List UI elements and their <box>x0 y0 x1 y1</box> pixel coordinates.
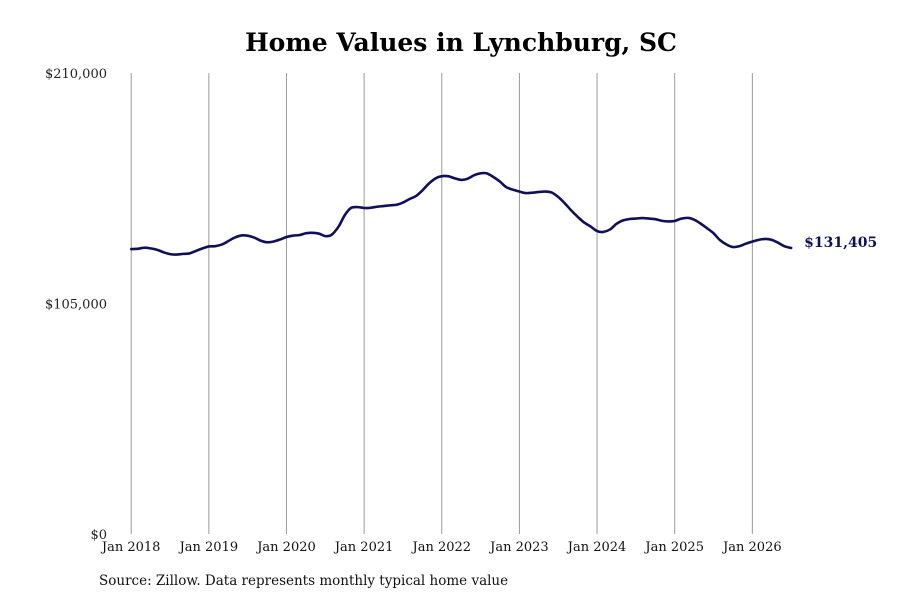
x-tick-label: Jan 2023 <box>488 540 549 555</box>
x-tick-label: Jan 2019 <box>178 540 239 555</box>
source-note: Source: Zillow. Data represents monthly … <box>99 573 509 589</box>
x-axis-ticks: Jan 2018 Jan 2019 Jan 2020 Jan 2021 Jan 2022… <box>100 540 782 555</box>
x-tick-label: Jan 2024 <box>566 540 627 555</box>
end-value-label: $131,405 <box>804 235 877 251</box>
y-tick-label: $210,000 <box>45 67 107 82</box>
vertical-gridlines <box>130 73 753 534</box>
x-tick-label: Jan 2020 <box>255 540 316 555</box>
y-axis-ticks: $0 $105,000 $210,000 <box>45 67 107 543</box>
x-tick-label: Jan 2018 <box>100 540 161 555</box>
series-line-home-value <box>129 171 793 256</box>
x-tick-label: Jan 2021 <box>333 540 394 555</box>
y-tick-label: $0 <box>90 528 107 543</box>
chart-title: Home Values in Lynchburg, SC <box>245 28 677 57</box>
x-tick-label: Jan 2026 <box>721 540 782 555</box>
x-tick-label: Jan 2025 <box>643 540 704 555</box>
x-tick-label: Jan 2022 <box>410 540 471 555</box>
y-tick-label: $105,000 <box>45 298 107 313</box>
